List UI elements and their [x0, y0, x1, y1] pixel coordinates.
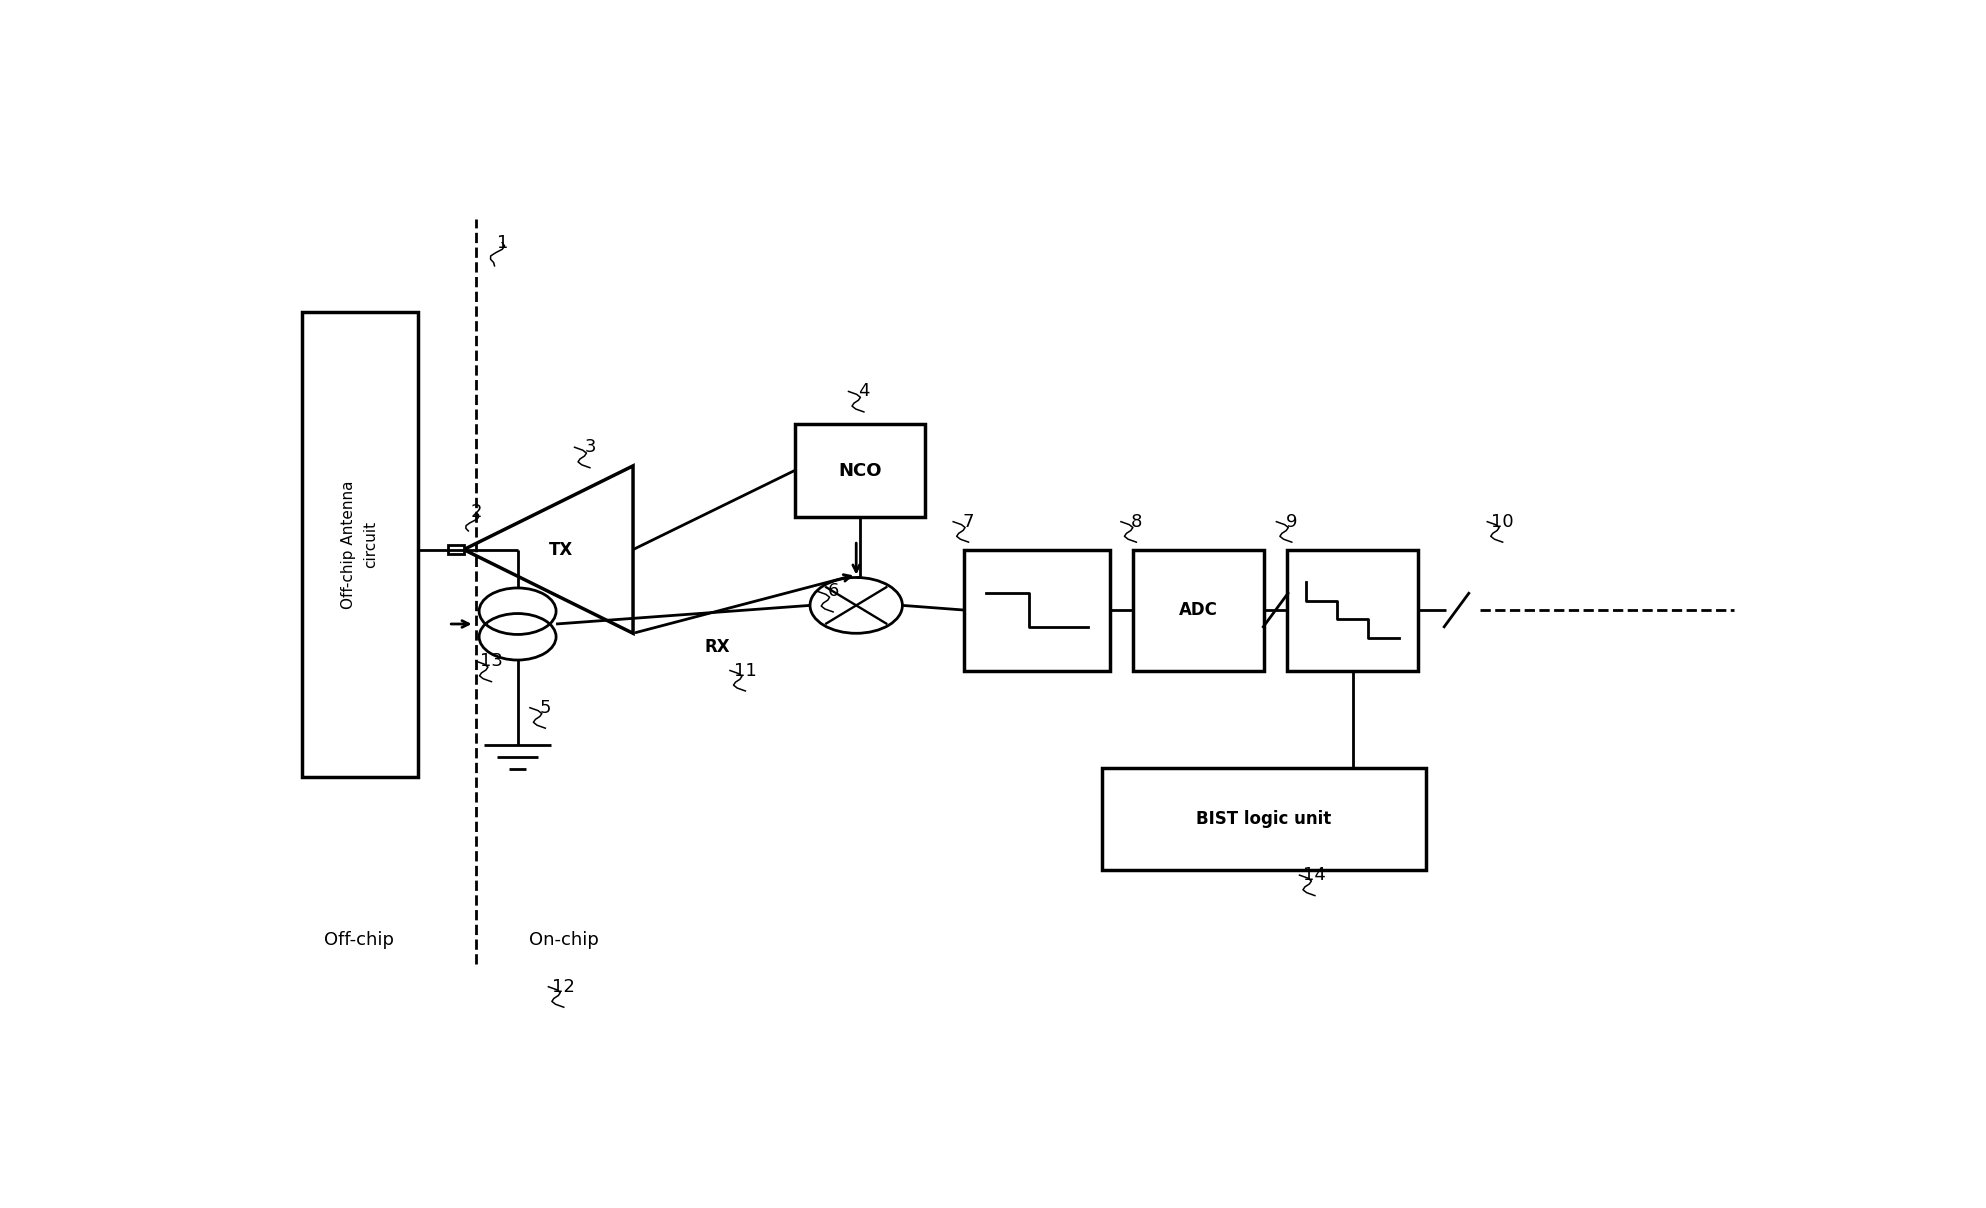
Text: RX: RX	[705, 638, 731, 656]
FancyBboxPatch shape	[794, 424, 925, 517]
Text: 6: 6	[828, 582, 838, 600]
FancyBboxPatch shape	[449, 545, 463, 554]
Text: 2: 2	[471, 504, 483, 522]
Text: 13: 13	[481, 652, 502, 670]
Text: 12: 12	[552, 977, 576, 995]
Text: TX: TX	[548, 540, 572, 558]
Text: NCO: NCO	[838, 461, 882, 480]
Text: On-chip: On-chip	[528, 931, 598, 949]
Text: 5: 5	[540, 698, 550, 716]
Text: 7: 7	[963, 512, 975, 530]
Text: 8: 8	[1130, 512, 1142, 530]
FancyBboxPatch shape	[302, 313, 417, 778]
FancyBboxPatch shape	[963, 550, 1110, 670]
Text: Off-chip: Off-chip	[324, 931, 393, 949]
Text: 9: 9	[1287, 512, 1297, 530]
Text: 3: 3	[584, 439, 596, 457]
Text: 11: 11	[735, 662, 757, 680]
Text: 1: 1	[496, 233, 508, 251]
FancyBboxPatch shape	[1134, 550, 1263, 670]
FancyBboxPatch shape	[1102, 768, 1426, 871]
Text: Off-chip Antenna
circuit: Off-chip Antenna circuit	[342, 481, 379, 609]
Text: 10: 10	[1491, 512, 1513, 530]
Text: BIST logic unit: BIST logic unit	[1196, 811, 1333, 829]
Text: 4: 4	[858, 383, 870, 401]
FancyBboxPatch shape	[1287, 550, 1418, 670]
Text: 14: 14	[1303, 866, 1327, 884]
Text: ADC: ADC	[1180, 602, 1217, 618]
